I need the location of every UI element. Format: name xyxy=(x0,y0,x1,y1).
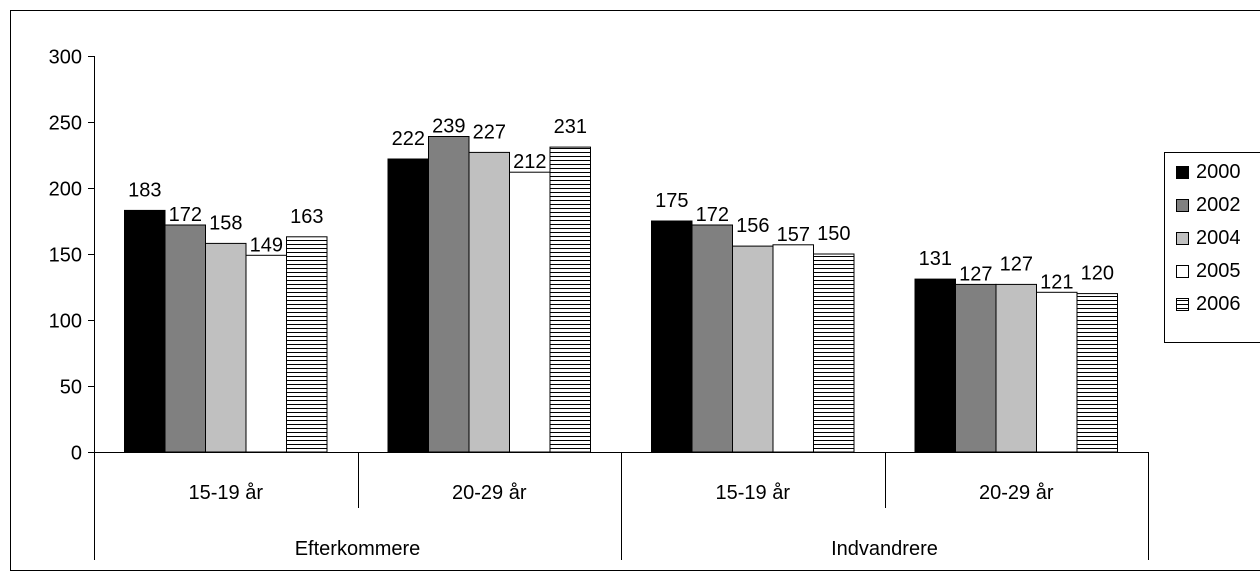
legend-label: 2002 xyxy=(1196,194,1241,216)
legend-swatch-2002 xyxy=(1177,200,1189,212)
x-group-label: Indvandrere xyxy=(831,538,938,560)
x-category-label: 20-29 år xyxy=(452,482,527,504)
data-label: 222 xyxy=(392,128,425,150)
bar-2002 xyxy=(429,137,470,453)
legend-label: 2006 xyxy=(1196,293,1241,315)
data-label: 127 xyxy=(1000,253,1033,275)
bar-2002 xyxy=(956,284,997,452)
bar-2005 xyxy=(246,255,287,452)
data-label: 156 xyxy=(736,215,769,237)
bar-2004 xyxy=(996,284,1037,452)
data-label: 150 xyxy=(817,223,850,245)
data-label: 227 xyxy=(473,121,506,143)
bar-2005 xyxy=(1037,292,1078,452)
y-tick-label: 0 xyxy=(71,443,82,465)
y-tick-label: 250 xyxy=(49,113,82,135)
data-label: 175 xyxy=(655,190,688,212)
bar-2004 xyxy=(733,246,774,452)
data-label: 131 xyxy=(919,248,952,270)
legend-swatch-2000 xyxy=(1177,167,1189,179)
y-tick-label: 50 xyxy=(60,377,82,399)
legend-swatch-2006 xyxy=(1177,299,1189,311)
x-group-label: Efterkommere xyxy=(295,538,421,560)
data-label: 231 xyxy=(554,116,587,138)
bar-2000 xyxy=(125,210,166,452)
y-tick-label: 100 xyxy=(49,311,82,333)
data-label: 183 xyxy=(128,179,161,201)
y-tick-label: 150 xyxy=(49,245,82,267)
data-label: 149 xyxy=(250,234,283,256)
x-category-label: 15-19 år xyxy=(189,482,264,504)
y-tick-label: 300 xyxy=(49,47,82,69)
x-category-label: 15-19 år xyxy=(716,482,791,504)
data-label: 239 xyxy=(432,116,465,138)
y-tick-label: 200 xyxy=(49,179,82,201)
data-label: 120 xyxy=(1081,263,1114,285)
legend-label: 2000 xyxy=(1196,161,1241,183)
bar-2004 xyxy=(206,243,247,452)
bar-2006 xyxy=(814,254,855,452)
data-label: 127 xyxy=(959,263,992,285)
legend-swatch-2005 xyxy=(1177,266,1189,278)
legend-label: 2005 xyxy=(1196,260,1241,282)
bar-2006 xyxy=(1077,294,1118,452)
bar-2000 xyxy=(652,221,693,452)
legend: 2000 2002 2004 2005 2006 xyxy=(1165,153,1260,343)
data-label: 172 xyxy=(169,204,202,226)
bar-2006 xyxy=(287,237,328,452)
bar-2000 xyxy=(915,279,956,452)
data-label: 121 xyxy=(1040,271,1073,293)
x-category-label: 20-29 år xyxy=(979,482,1054,504)
data-label: 172 xyxy=(696,204,729,226)
data-label: 158 xyxy=(209,212,242,234)
bar-2005 xyxy=(510,172,551,452)
bar-2002 xyxy=(165,225,206,452)
data-label: 163 xyxy=(290,206,323,228)
bar-2006 xyxy=(550,147,591,452)
data-label: 157 xyxy=(777,224,810,246)
bar-2005 xyxy=(773,245,814,452)
legend-label: 2004 xyxy=(1196,227,1241,249)
bar-2004 xyxy=(469,152,510,452)
legend-swatch-2004 xyxy=(1177,233,1189,245)
bar-2000 xyxy=(388,159,429,452)
data-label: 212 xyxy=(513,151,546,173)
bar-2002 xyxy=(692,225,733,452)
